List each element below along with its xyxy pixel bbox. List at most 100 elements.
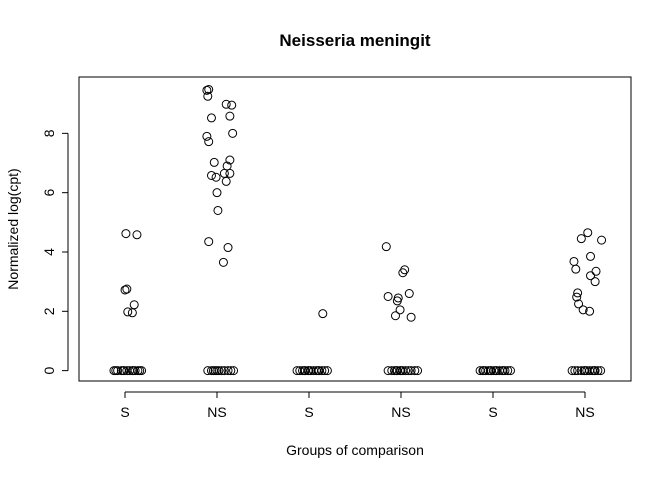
- x-axis: S NS S NS S NS: [120, 391, 595, 420]
- data-point-group-4: [406, 366, 416, 376]
- data-point-group-6: [591, 266, 601, 276]
- data-point-group-2: [204, 237, 214, 247]
- data-point-group-6: [573, 366, 583, 376]
- data-point-group-2: [225, 111, 235, 121]
- data-point-group-6: [597, 235, 607, 245]
- data-point-group-2: [212, 188, 222, 198]
- data-point-group-4: [396, 366, 406, 376]
- data-point-group-2: [204, 84, 214, 94]
- data-point-group-1: [121, 229, 131, 239]
- data-point-group-2: [206, 113, 216, 123]
- data-point-group-2: [221, 99, 231, 109]
- plot-frame: [78, 76, 632, 382]
- chart-title: Neisseria meningit: [279, 31, 431, 50]
- data-point-group-3: [318, 309, 328, 319]
- data-point-group-2: [209, 157, 219, 167]
- data-point-group-6: [571, 264, 581, 274]
- data-point-group-6: [590, 277, 600, 287]
- data-point-group-6: [574, 299, 584, 309]
- data-point-group-5: [479, 366, 489, 376]
- data-point-group-6: [573, 288, 583, 298]
- data-point-group-6: [578, 305, 588, 315]
- y-axis: 0 2 4 6 8: [41, 129, 69, 375]
- data-point-group-5: [491, 366, 501, 376]
- data-point-group-4: [413, 366, 423, 376]
- data-point-group-2: [218, 257, 228, 267]
- x-tick-label: S: [120, 404, 129, 420]
- data-point-group-6: [586, 251, 596, 261]
- data-point-group-2: [226, 366, 236, 376]
- data-point-group-2: [223, 243, 233, 253]
- data-point-group-6: [586, 271, 596, 281]
- data-point-group-3: [320, 366, 330, 376]
- y-tick-label: 0: [41, 367, 57, 375]
- data-point-group-2: [225, 155, 235, 165]
- data-point-group-2: [203, 366, 213, 376]
- data-point-group-3: [322, 366, 332, 376]
- y-axis-label: Normalized log(cpt): [5, 168, 21, 289]
- data-point-group-6: [572, 292, 582, 302]
- data-point-group-6: [580, 366, 590, 376]
- x-tick-label: NS: [575, 404, 594, 420]
- data-point-group-6: [583, 228, 593, 238]
- y-tick-label: 6: [41, 189, 57, 197]
- data-point-group-1: [123, 307, 133, 317]
- x-tick-label: NS: [391, 404, 410, 420]
- data-point-group-2: [213, 205, 223, 215]
- data-point-group-1: [132, 230, 142, 240]
- data-point-group-4: [400, 265, 410, 275]
- data-point-group-2: [228, 128, 238, 138]
- data-point-group-1: [128, 366, 138, 376]
- data-point-group-1: [120, 285, 130, 295]
- data-point-group-3: [313, 366, 323, 376]
- data-point-group-5: [485, 366, 495, 376]
- data-point-group-1: [127, 308, 137, 318]
- y-tick-label: 4: [41, 248, 57, 256]
- x-tick-label: S: [304, 404, 313, 420]
- x-tick-label: S: [488, 404, 497, 420]
- data-point-group-5: [505, 366, 515, 376]
- data-point-group-2: [211, 172, 221, 182]
- data-point-group-6: [589, 366, 599, 376]
- y-tick-label: 8: [41, 129, 57, 137]
- data-point-group-2: [208, 366, 218, 376]
- data-points: [109, 84, 607, 376]
- data-point-group-4: [381, 242, 391, 252]
- data-point-group-5: [498, 366, 508, 376]
- data-point-group-4: [390, 311, 400, 321]
- data-point-group-1: [135, 366, 145, 376]
- data-point-group-1: [129, 300, 139, 310]
- data-point-group-4: [392, 296, 402, 306]
- x-tick-label: NS: [207, 404, 226, 420]
- data-point-group-2: [219, 366, 229, 376]
- data-point-group-2: [214, 366, 224, 376]
- data-point-group-6: [567, 366, 577, 376]
- data-point-group-3: [304, 366, 314, 376]
- y-tick-label: 2: [41, 307, 57, 315]
- data-point-group-4: [410, 366, 420, 376]
- data-point-group-5: [503, 366, 513, 376]
- data-point-group-4: [398, 268, 408, 278]
- data-point-group-2: [227, 100, 237, 110]
- data-point-group-6: [585, 306, 595, 316]
- data-point-group-6: [569, 256, 579, 266]
- data-point-group-4: [406, 312, 416, 322]
- data-point-group-1: [122, 284, 132, 294]
- data-point-group-4: [383, 291, 393, 301]
- data-point-group-4: [395, 305, 405, 315]
- x-axis-label: Groups of comparison: [286, 442, 424, 458]
- data-point-group-2: [223, 366, 233, 376]
- data-point-group-4: [403, 366, 413, 376]
- data-point-group-3: [299, 366, 309, 376]
- data-point-group-4: [404, 289, 414, 299]
- data-point-group-1: [118, 366, 128, 376]
- data-point-group-2: [221, 176, 231, 186]
- data-point-group-4: [401, 366, 411, 376]
- data-point-group-6: [593, 366, 603, 376]
- data-point-group-2: [229, 366, 239, 376]
- data-point-group-6: [576, 234, 586, 244]
- data-point-group-2: [225, 168, 235, 178]
- data-point-group-2: [202, 85, 212, 95]
- data-point-group-3: [317, 366, 327, 376]
